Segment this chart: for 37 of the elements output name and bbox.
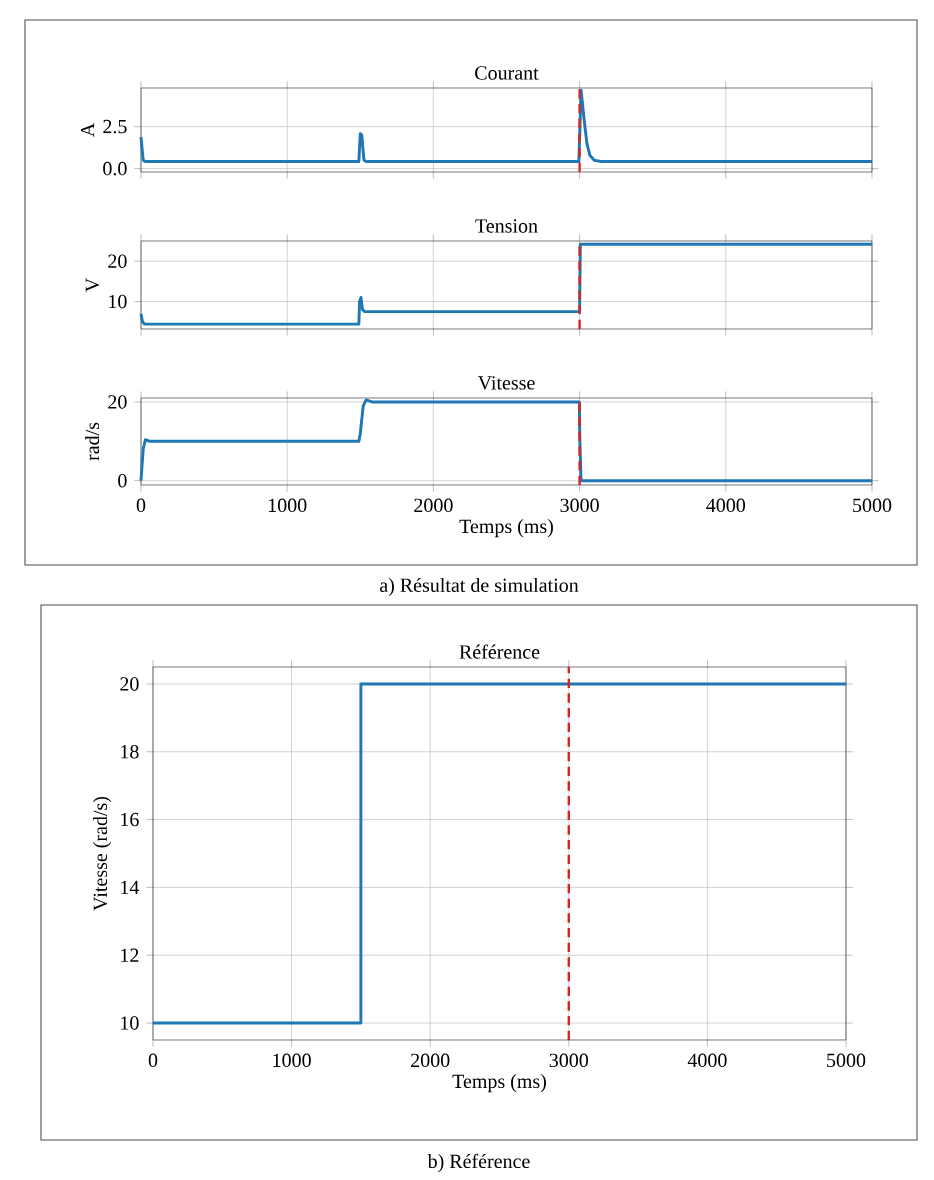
x-tick-label: 4000 <box>687 1053 727 1068</box>
y-axis-title: V <box>85 277 100 292</box>
chart-title: Référence <box>459 644 540 659</box>
line-series <box>139 88 874 164</box>
x-tick-label: 4000 <box>706 498 746 513</box>
x-tick-label: 1000 <box>273 1053 311 1068</box>
x-tick-label: 5000 <box>827 1053 866 1068</box>
x-tick-label: 1000 <box>268 498 307 513</box>
y-tick-label: 20 <box>108 395 127 409</box>
x-tick-label: 0 <box>148 1053 158 1068</box>
x-tick-label: 2000 <box>411 1053 450 1068</box>
text: a) Résultat de simulation <box>380 577 579 597</box>
x-tick-label: 2000 <box>414 498 453 513</box>
y-axis-title: A <box>80 122 95 138</box>
y-tick-label: 10 <box>121 1016 139 1030</box>
y-tick-label: 0 <box>118 473 127 488</box>
x-axis-title: Temps (ms) <box>459 519 553 538</box>
chart-title: Courant <box>475 66 539 80</box>
y-axis-title: Vitesse (rad/s) <box>93 796 112 911</box>
chart-title: Tension <box>475 219 538 233</box>
line-series <box>139 242 874 326</box>
y-tick-label: 2.5 <box>103 119 127 134</box>
y-tick-label: 12 <box>121 948 139 962</box>
x-tick-label: 3000 <box>549 1053 589 1068</box>
y-tick-label: 0.0 <box>103 161 127 176</box>
x-tick-label: 5000 <box>853 498 892 513</box>
chart-title: Vitesse <box>477 376 535 390</box>
text: b) Référence <box>427 1153 530 1173</box>
x-axis-title: Temps (ms) <box>452 1074 546 1093</box>
y-tick-label: 16 <box>121 812 139 827</box>
x-tick-label: 3000 <box>560 498 599 513</box>
y-tick-label: 14 <box>121 880 140 894</box>
y-axis-title: rad/s <box>85 422 100 461</box>
y-tick-label: 10 <box>109 294 127 309</box>
y-tick-label: 18 <box>121 745 139 759</box>
y-tick-label: 20 <box>108 254 127 268</box>
y-tick-label: 20 <box>120 677 139 691</box>
